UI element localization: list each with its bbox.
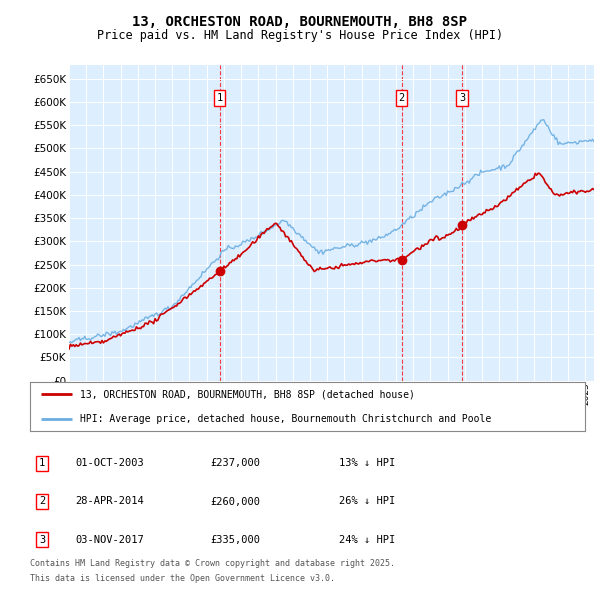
Text: 13, ORCHESTON ROAD, BOURNEMOUTH, BH8 8SP: 13, ORCHESTON ROAD, BOURNEMOUTH, BH8 8SP bbox=[133, 15, 467, 29]
Text: £237,000: £237,000 bbox=[210, 458, 260, 468]
Text: 13% ↓ HPI: 13% ↓ HPI bbox=[339, 458, 395, 468]
Text: 26% ↓ HPI: 26% ↓ HPI bbox=[339, 497, 395, 506]
Text: 3: 3 bbox=[459, 93, 465, 103]
Text: Price paid vs. HM Land Registry's House Price Index (HPI): Price paid vs. HM Land Registry's House … bbox=[97, 30, 503, 42]
Text: HPI: Average price, detached house, Bournemouth Christchurch and Poole: HPI: Average price, detached house, Bour… bbox=[80, 414, 491, 424]
Text: £260,000: £260,000 bbox=[210, 497, 260, 506]
Text: 13, ORCHESTON ROAD, BOURNEMOUTH, BH8 8SP (detached house): 13, ORCHESTON ROAD, BOURNEMOUTH, BH8 8SP… bbox=[80, 389, 415, 399]
Text: 01-OCT-2003: 01-OCT-2003 bbox=[75, 458, 144, 468]
Text: 1: 1 bbox=[39, 458, 45, 468]
Text: 2: 2 bbox=[398, 93, 404, 103]
Text: 1: 1 bbox=[217, 93, 223, 103]
Text: 3: 3 bbox=[39, 535, 45, 545]
Text: 28-APR-2014: 28-APR-2014 bbox=[75, 497, 144, 506]
Text: 03-NOV-2017: 03-NOV-2017 bbox=[75, 535, 144, 545]
Text: This data is licensed under the Open Government Licence v3.0.: This data is licensed under the Open Gov… bbox=[30, 574, 335, 583]
Text: Contains HM Land Registry data © Crown copyright and database right 2025.: Contains HM Land Registry data © Crown c… bbox=[30, 559, 395, 568]
Text: £335,000: £335,000 bbox=[210, 535, 260, 545]
Text: 24% ↓ HPI: 24% ↓ HPI bbox=[339, 535, 395, 545]
Text: 2: 2 bbox=[39, 497, 45, 506]
